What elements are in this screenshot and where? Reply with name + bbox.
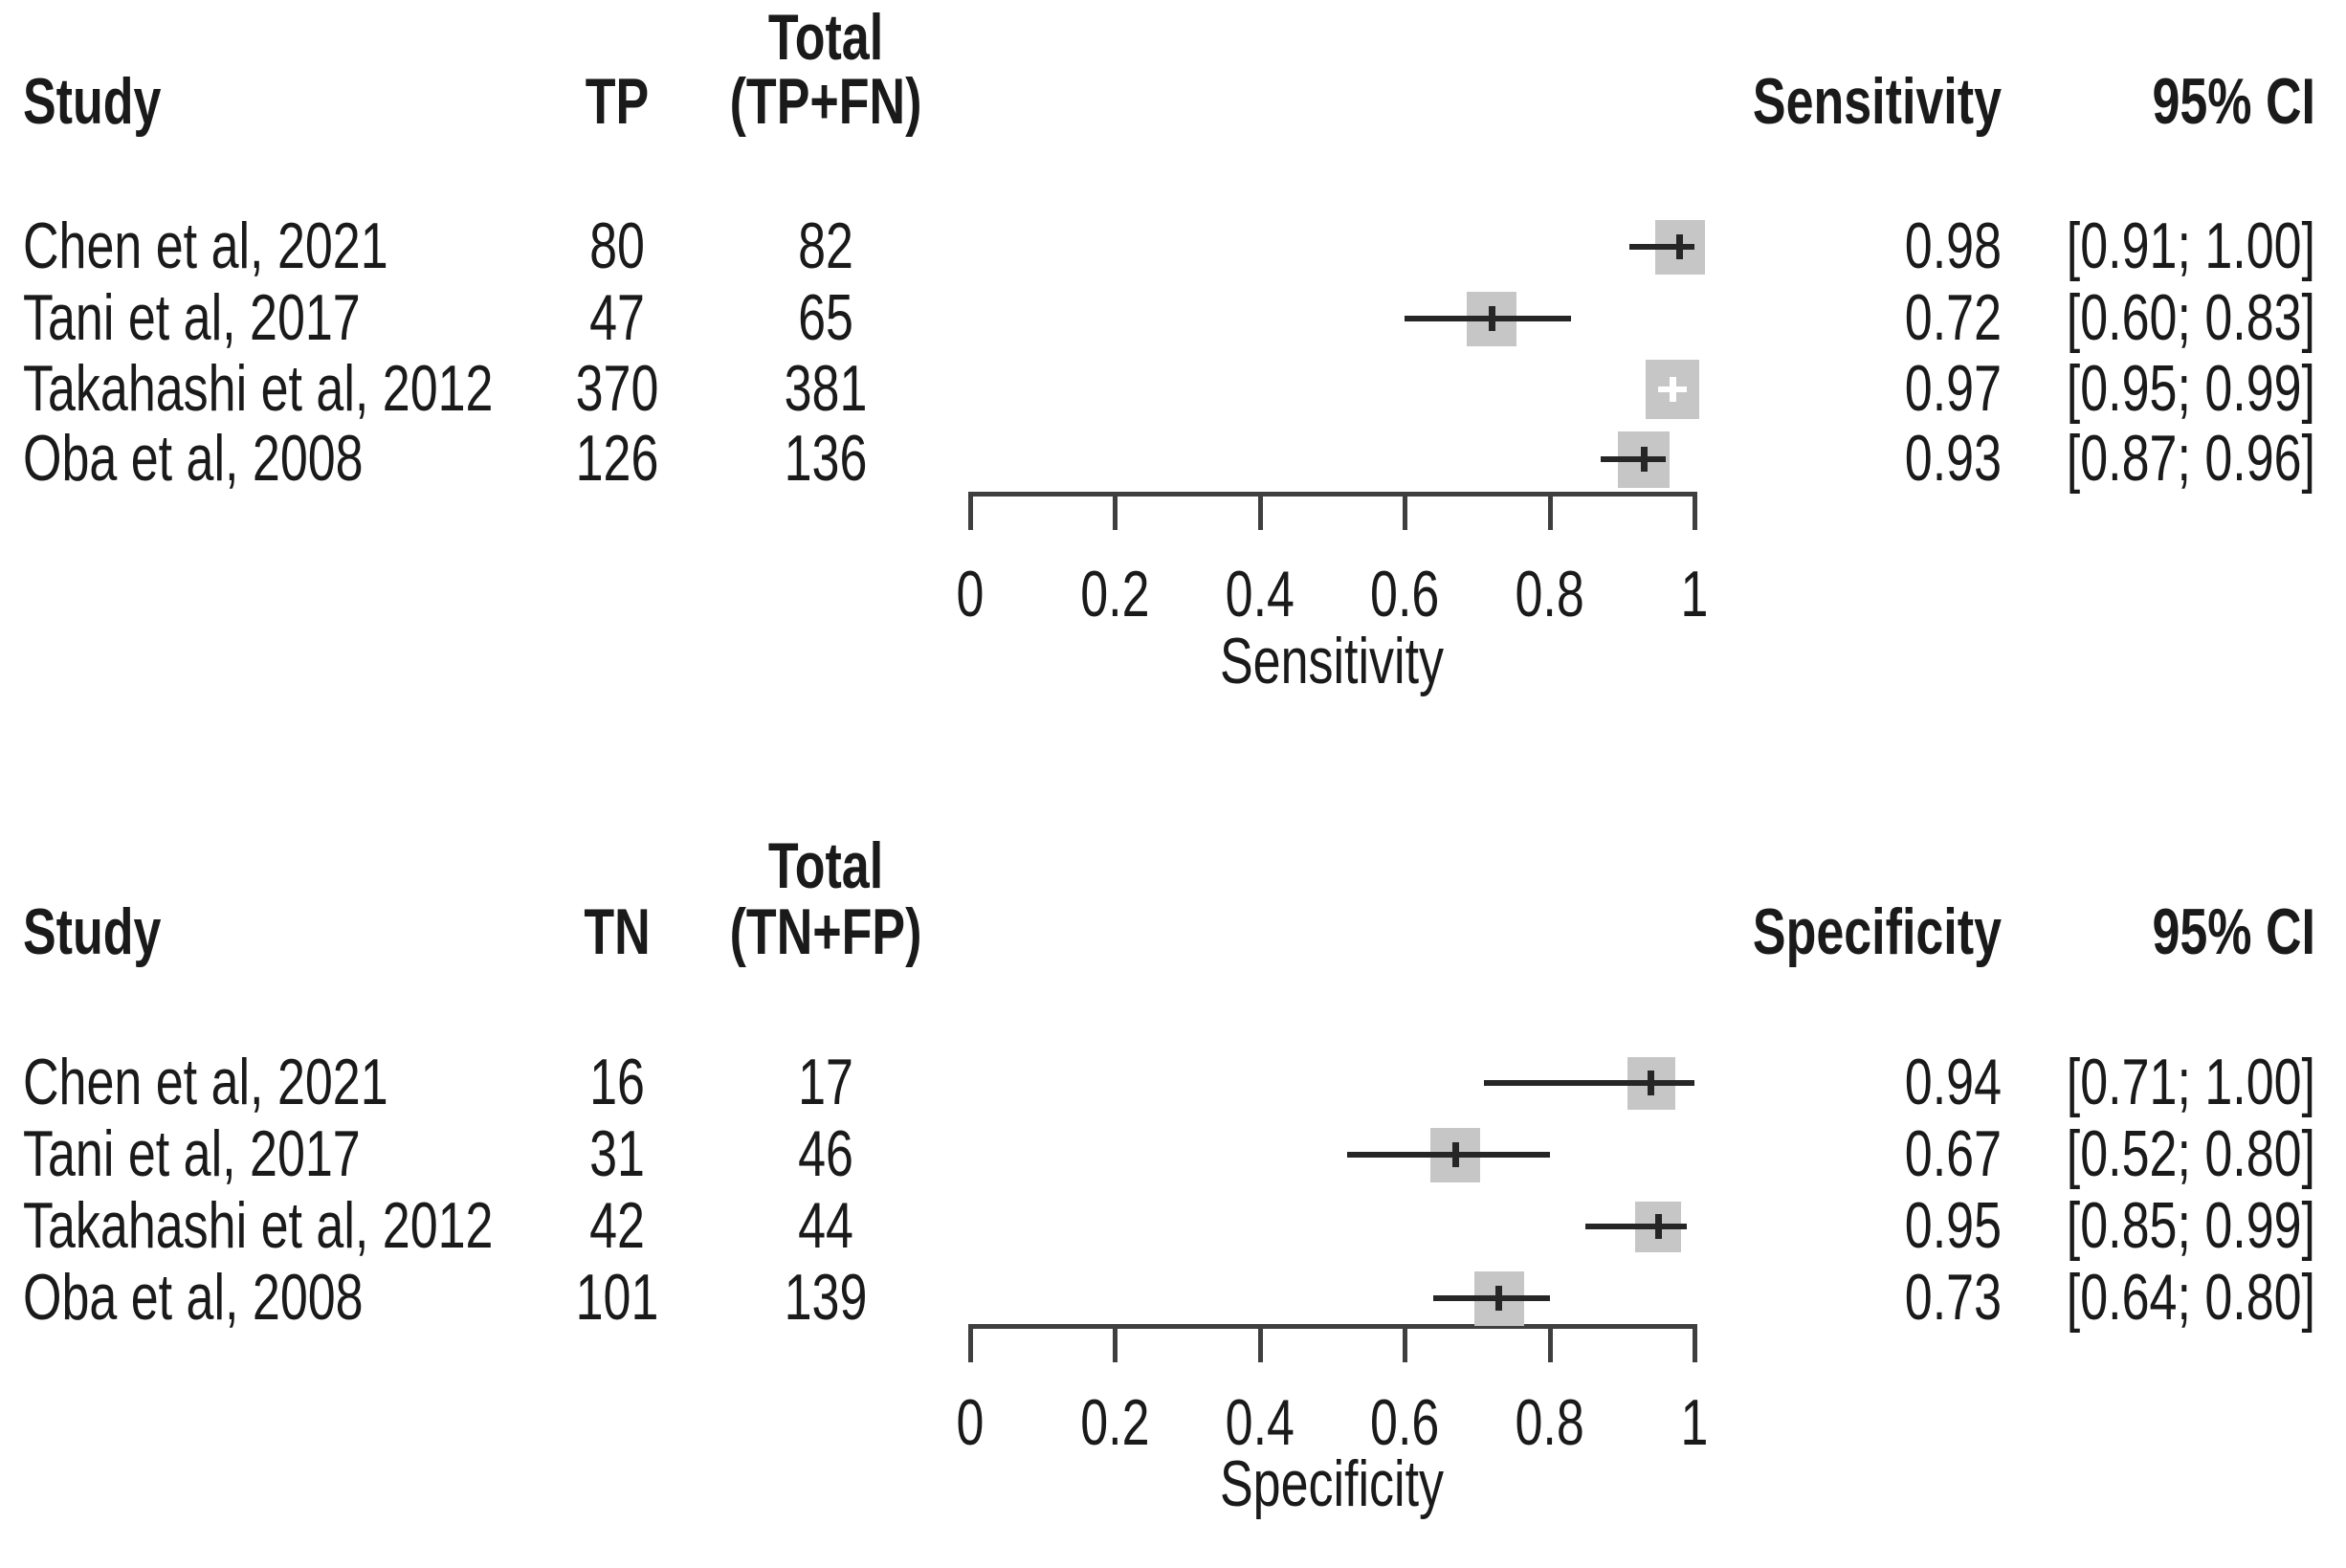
- study-column-header: Study: [23, 896, 162, 969]
- total-value: 65: [798, 282, 853, 355]
- sensitivity-axis-label: Sensitivity: [1219, 626, 1445, 698]
- axis-tick-label: 1: [1680, 559, 1709, 631]
- study-label: Oba et al, 2008: [23, 1262, 364, 1335]
- ci-whisker: [1600, 456, 1666, 462]
- axis-tick: [968, 492, 973, 530]
- axis-tick: [1693, 1324, 1697, 1362]
- point-marker: [1654, 1214, 1662, 1239]
- ci-value: [0.52; 0.80]: [2066, 1118, 2315, 1191]
- axis-tick: [1547, 492, 1553, 530]
- axis-tick: [1257, 1324, 1263, 1362]
- estimate-value: 0.97: [1904, 353, 2002, 426]
- specificity-axis-label: Specificity: [1219, 1448, 1445, 1521]
- ci-whisker: [1628, 244, 1694, 250]
- point-marker: [1676, 234, 1684, 259]
- ci-value: [0.95; 0.99]: [2066, 353, 2315, 426]
- ci-whisker: [1484, 1080, 1694, 1086]
- axis-tick-label: 0.2: [1080, 559, 1150, 631]
- tn-column-header: TN: [584, 896, 651, 969]
- axis-tick: [1403, 492, 1408, 530]
- total-column-header-line2: (TN+FP): [729, 896, 922, 969]
- sensitivity-column-header: Sensitivity: [1752, 66, 2002, 139]
- total-value: 139: [784, 1262, 868, 1335]
- estimate-value: 0.98: [1904, 210, 2002, 283]
- ci-value: [0.64; 0.80]: [2066, 1262, 2315, 1335]
- study-label: Tani et al, 2017: [23, 282, 361, 355]
- ci-value: [0.87; 0.96]: [2066, 423, 2315, 496]
- x-axis-line: [968, 492, 1696, 497]
- axis-tick-label: 0.4: [1225, 1387, 1295, 1460]
- ci-whisker: [1405, 316, 1572, 321]
- estimate-value: 0.72: [1904, 282, 2002, 355]
- total-column-header-line1: Total: [767, 2, 884, 75]
- study-label: Oba et al, 2008: [23, 423, 364, 496]
- total-value: 136: [784, 423, 868, 496]
- point-marker: [1648, 1071, 1655, 1095]
- study-label: Chen et al, 2021: [23, 1047, 388, 1119]
- axis-tick-label: 1: [1680, 1387, 1709, 1460]
- ci-whisker: [1346, 1152, 1550, 1158]
- estimate-value: 0.95: [1904, 1190, 2002, 1263]
- estimate-value: 0.94: [1904, 1047, 2002, 1119]
- ci-whisker: [1585, 1224, 1688, 1229]
- axis-tick-label: 0.6: [1370, 559, 1440, 631]
- ci-whisker: [1433, 1295, 1550, 1301]
- axis-tick: [1693, 492, 1697, 530]
- axis-tick: [1403, 1324, 1408, 1362]
- ci-value: [0.71; 1.00]: [2066, 1047, 2315, 1119]
- axis-tick-label: 0.8: [1515, 559, 1584, 631]
- point-marker: [1640, 447, 1648, 472]
- estimate-value: 0.73: [1904, 1262, 2002, 1335]
- study-label: Chen et al, 2021: [23, 210, 388, 283]
- x-axis-line: [968, 1324, 1696, 1329]
- ci-value: [0.85; 0.99]: [2066, 1190, 2315, 1263]
- axis-tick: [1113, 492, 1118, 530]
- axis-tick-label: 0: [956, 1387, 985, 1460]
- ci-value: [0.60; 0.83]: [2066, 282, 2315, 355]
- total-value: 17: [798, 1047, 853, 1119]
- point-marker: [1488, 306, 1495, 331]
- ci-column-header: 95% CI: [2152, 896, 2315, 969]
- count-value: 16: [589, 1047, 645, 1119]
- total-column-header-line2: (TP+FN): [729, 66, 922, 139]
- point-marker: [1669, 377, 1676, 402]
- ci-value: [0.91; 1.00]: [2066, 210, 2315, 283]
- count-value: 47: [589, 282, 645, 355]
- specificity-column-header: Specificity: [1752, 896, 2002, 969]
- ci-column-header: 95% CI: [2152, 66, 2315, 139]
- count-value: 126: [575, 423, 659, 496]
- axis-tick: [1113, 1324, 1118, 1362]
- total-value: 46: [798, 1118, 853, 1191]
- total-value: 44: [798, 1190, 853, 1263]
- count-value: 42: [589, 1190, 645, 1263]
- study-column-header: Study: [23, 66, 162, 139]
- count-value: 370: [575, 353, 659, 426]
- total-column-header-line1: Total: [767, 830, 884, 903]
- count-value: 101: [575, 1262, 659, 1335]
- count-value: 31: [589, 1118, 645, 1191]
- study-label: Takahashi et al, 2012: [23, 353, 494, 426]
- study-label: Takahashi et al, 2012: [23, 1190, 494, 1263]
- axis-tick-label: 0.8: [1515, 1387, 1584, 1460]
- axis-tick: [1257, 492, 1263, 530]
- estimate-value: 0.93: [1904, 423, 2002, 496]
- study-label: Tani et al, 2017: [23, 1118, 361, 1191]
- point-marker: [1451, 1142, 1459, 1167]
- axis-tick: [1547, 1324, 1553, 1362]
- point-marker: [1495, 1286, 1503, 1311]
- axis-tick-label: 0.2: [1080, 1387, 1150, 1460]
- axis-tick-label: 0: [956, 559, 985, 631]
- count-value: 80: [589, 210, 645, 283]
- axis-tick-label: 0.6: [1370, 1387, 1440, 1460]
- estimate-value: 0.67: [1904, 1118, 2002, 1191]
- total-value: 82: [798, 210, 853, 283]
- tp-column-header: TP: [585, 66, 650, 139]
- axis-tick-label: 0.4: [1225, 559, 1295, 631]
- axis-tick: [968, 1324, 973, 1362]
- total-value: 381: [784, 353, 868, 426]
